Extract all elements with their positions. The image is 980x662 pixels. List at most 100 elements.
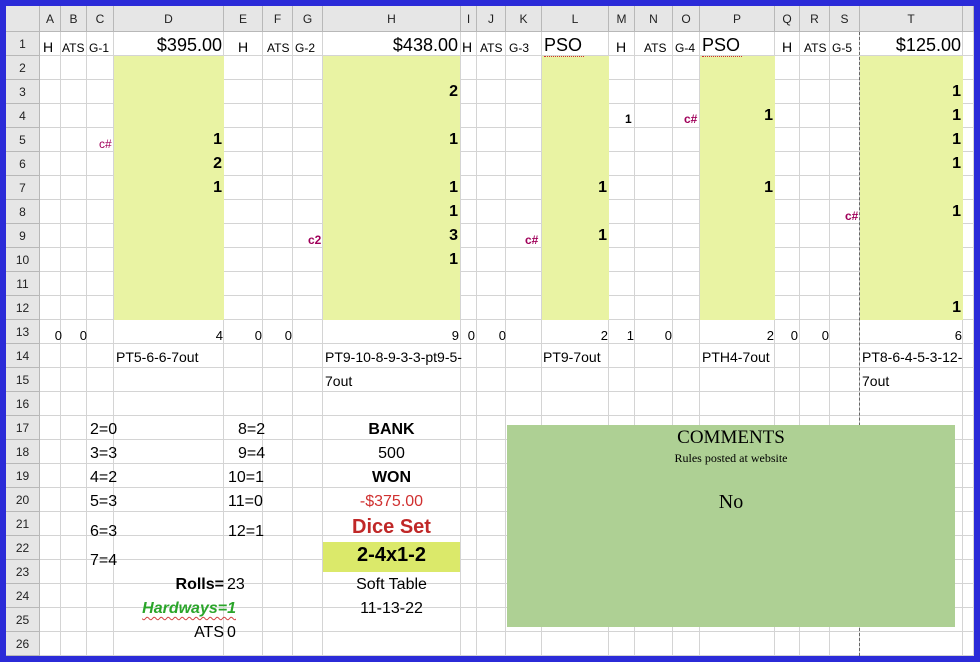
- cell-G9[interactable]: c2: [308, 233, 322, 247]
- count-3[interactable]: 3=3: [90, 445, 118, 462]
- column-header-g[interactable]: G: [293, 6, 323, 32]
- row-header-24[interactable]: 24: [6, 584, 40, 608]
- cell-H8[interactable]: 1: [449, 203, 458, 220]
- count-2[interactable]: 2=0: [90, 421, 118, 438]
- bank-value[interactable]: 500: [378, 445, 405, 462]
- row-header-5[interactable]: 5: [6, 128, 40, 152]
- column-header-s[interactable]: S: [830, 6, 860, 32]
- hardways[interactable]: Hardways=1: [142, 600, 236, 617]
- cell-R1[interactable]: ATS: [804, 41, 827, 55]
- cell-L9[interactable]: 1: [598, 227, 607, 244]
- count-6[interactable]: 6=3: [90, 523, 118, 540]
- session-date[interactable]: 11-13-22: [360, 600, 423, 617]
- row-header-13[interactable]: 13: [6, 320, 40, 344]
- row-header-12[interactable]: 12: [6, 296, 40, 320]
- cell-T5[interactable]: 1: [952, 131, 961, 148]
- column-header-b[interactable]: B: [61, 6, 87, 32]
- cell-T8[interactable]: 1: [952, 203, 961, 220]
- dice-set-value[interactable]: 2-4x1-2: [357, 544, 426, 566]
- ats-value[interactable]: 0: [227, 624, 236, 641]
- cell-M4[interactable]: 1: [625, 112, 632, 126]
- column-header-a[interactable]: A: [40, 6, 61, 32]
- column-header-k[interactable]: K: [506, 6, 542, 32]
- cell-T3[interactable]: 1: [952, 83, 961, 100]
- row-header-11[interactable]: 11: [6, 272, 40, 296]
- cell-E1[interactable]: H: [238, 39, 249, 55]
- row-header-7[interactable]: 7: [6, 176, 40, 200]
- cell-D1[interactable]: $395.00: [156, 35, 222, 55]
- cell-Q1[interactable]: H: [782, 39, 793, 55]
- cell-I1[interactable]: H: [462, 39, 473, 55]
- cell-D7[interactable]: 1: [213, 179, 222, 196]
- cell-P7[interactable]: 1: [764, 179, 773, 196]
- row-header-1[interactable]: 1: [6, 32, 40, 56]
- cell-L1[interactable]: PSO: [544, 35, 583, 55]
- cell-H3[interactable]: 2: [449, 83, 458, 100]
- column-header-h[interactable]: H: [323, 6, 461, 32]
- cell-P13[interactable]: 2: [766, 328, 774, 343]
- cell-T6[interactable]: 1: [952, 155, 961, 172]
- cell-J13[interactable]: 0: [498, 328, 506, 343]
- column-header-l[interactable]: L: [542, 6, 609, 32]
- column-header-m[interactable]: M: [609, 6, 635, 32]
- row-header-22[interactable]: 22: [6, 536, 40, 560]
- cell-N13[interactable]: 0: [664, 328, 672, 343]
- count-11[interactable]: 11=0: [228, 493, 263, 510]
- column-header-j[interactable]: J: [477, 6, 506, 32]
- row-header-26[interactable]: 26: [6, 632, 40, 656]
- cell-M1[interactable]: H: [616, 39, 627, 55]
- cell-T15[interactable]: 7out: [862, 373, 890, 389]
- cell-C5[interactable]: c#: [99, 137, 112, 151]
- cell-B13[interactable]: 0: [79, 328, 87, 343]
- cell-D13[interactable]: 4: [215, 328, 223, 343]
- column-header-c[interactable]: C: [87, 6, 114, 32]
- row-header-21[interactable]: 21: [6, 512, 40, 536]
- cell-F13[interactable]: 0: [284, 328, 292, 343]
- cell-R13[interactable]: 0: [821, 328, 829, 343]
- rolls-value[interactable]: 23: [227, 576, 245, 593]
- row-header-15[interactable]: 15: [6, 368, 40, 392]
- count-9[interactable]: 9=4: [238, 445, 266, 462]
- cell-H15[interactable]: 7out: [325, 373, 353, 389]
- row-header-20[interactable]: 20: [6, 488, 40, 512]
- cell-H10[interactable]: 1: [449, 251, 458, 268]
- row-header-18[interactable]: 18: [6, 440, 40, 464]
- cell-L14[interactable]: PT9-7out: [543, 349, 601, 365]
- row-header-8[interactable]: 8: [6, 200, 40, 224]
- cell-P4[interactable]: 1: [764, 107, 773, 124]
- cell-T12[interactable]: 1: [952, 299, 961, 316]
- cell-H13[interactable]: 9: [451, 328, 459, 343]
- column-header-n[interactable]: N: [635, 6, 673, 32]
- row-header-25[interactable]: 25: [6, 608, 40, 632]
- column-header-next[interactable]: [963, 6, 974, 32]
- cell-O1[interactable]: G-4: [675, 41, 696, 55]
- cell-D14[interactable]: PT5-6-6-7out: [116, 349, 199, 365]
- cell-C1[interactable]: G-1: [89, 41, 110, 55]
- cell-H9[interactable]: 3: [449, 227, 458, 244]
- row-header-10[interactable]: 10: [6, 248, 40, 272]
- cell-I13[interactable]: 0: [467, 328, 475, 343]
- count-10[interactable]: 10=1: [228, 469, 265, 486]
- row-header-2[interactable]: 2: [6, 56, 40, 80]
- column-header-q[interactable]: Q: [775, 6, 800, 32]
- cell-T4[interactable]: 1: [952, 107, 961, 124]
- cell-P1[interactable]: PSO: [702, 35, 741, 55]
- cell-H7[interactable]: 1: [449, 179, 458, 196]
- row-header-19[interactable]: 19: [6, 464, 40, 488]
- cell-E13[interactable]: 0: [254, 328, 262, 343]
- cell-D5[interactable]: 1: [213, 131, 222, 148]
- cell-O4[interactable]: c#: [684, 112, 698, 126]
- row-header-23[interactable]: 23: [6, 560, 40, 584]
- cell-N1[interactable]: ATS: [644, 41, 667, 55]
- cell-L13[interactable]: 2: [600, 328, 608, 343]
- row-header-3[interactable]: 3: [6, 80, 40, 104]
- cell-F1[interactable]: ATS: [267, 41, 290, 55]
- column-header-r[interactable]: R: [800, 6, 830, 32]
- cell-T1[interactable]: $125.00: [895, 35, 961, 55]
- count-4[interactable]: 4=2: [90, 469, 118, 486]
- column-header-d[interactable]: D: [114, 6, 224, 32]
- cell-P14[interactable]: PTH4-7out: [702, 349, 770, 365]
- table-type[interactable]: Soft Table: [356, 576, 427, 593]
- cell-K9[interactable]: c#: [525, 233, 539, 247]
- column-header-i[interactable]: I: [461, 6, 477, 32]
